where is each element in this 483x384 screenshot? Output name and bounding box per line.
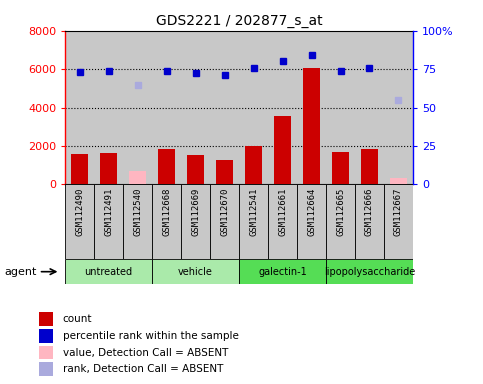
Bar — [39, 329, 53, 343]
Bar — [326, 184, 355, 259]
Text: GSM112490: GSM112490 — [75, 188, 84, 237]
Text: GSM112661: GSM112661 — [278, 188, 287, 237]
Text: GSM112541: GSM112541 — [249, 188, 258, 237]
Text: GSM112491: GSM112491 — [104, 188, 113, 237]
Text: galectin-1: galectin-1 — [258, 266, 307, 277]
Bar — [65, 184, 94, 259]
Bar — [245, 146, 262, 184]
Bar — [384, 184, 413, 259]
Text: agent: agent — [5, 266, 37, 277]
Text: GSM112670: GSM112670 — [220, 188, 229, 237]
Bar — [187, 155, 204, 184]
Bar — [274, 116, 291, 184]
Text: untreated: untreated — [85, 266, 133, 277]
Bar — [332, 152, 349, 184]
Bar — [210, 184, 239, 259]
Text: GSM112667: GSM112667 — [394, 188, 403, 237]
Bar — [297, 184, 326, 259]
Text: rank, Detection Call = ABSENT: rank, Detection Call = ABSENT — [63, 364, 223, 374]
Text: GSM112540: GSM112540 — [133, 188, 142, 237]
Bar — [152, 184, 181, 259]
Bar — [239, 259, 326, 284]
Text: GSM112664: GSM112664 — [307, 188, 316, 237]
Bar — [94, 184, 123, 259]
Bar — [326, 259, 413, 284]
Bar — [355, 184, 384, 259]
Bar — [152, 259, 239, 284]
Text: GSM112665: GSM112665 — [336, 188, 345, 237]
Bar — [39, 346, 53, 359]
Bar — [158, 149, 175, 184]
Title: GDS2221 / 202877_s_at: GDS2221 / 202877_s_at — [156, 14, 322, 28]
Text: GSM112668: GSM112668 — [162, 188, 171, 237]
Bar — [39, 313, 53, 326]
Bar — [123, 184, 152, 259]
Text: GSM112666: GSM112666 — [365, 188, 374, 237]
Bar — [390, 178, 407, 184]
Text: lipopolysaccharide: lipopolysaccharide — [324, 266, 415, 277]
Bar — [181, 184, 210, 259]
Text: value, Detection Call = ABSENT: value, Detection Call = ABSENT — [63, 348, 228, 358]
Bar — [361, 149, 378, 184]
Bar — [129, 171, 146, 184]
Text: vehicle: vehicle — [178, 266, 213, 277]
Text: count: count — [63, 314, 92, 324]
Bar — [71, 154, 88, 184]
Bar — [216, 160, 233, 184]
Bar — [239, 184, 268, 259]
Bar — [65, 259, 152, 284]
Bar — [100, 152, 117, 184]
Text: percentile rank within the sample: percentile rank within the sample — [63, 331, 239, 341]
Bar — [268, 184, 297, 259]
Bar — [39, 362, 53, 376]
Text: GSM112669: GSM112669 — [191, 188, 200, 237]
Bar — [303, 68, 320, 184]
